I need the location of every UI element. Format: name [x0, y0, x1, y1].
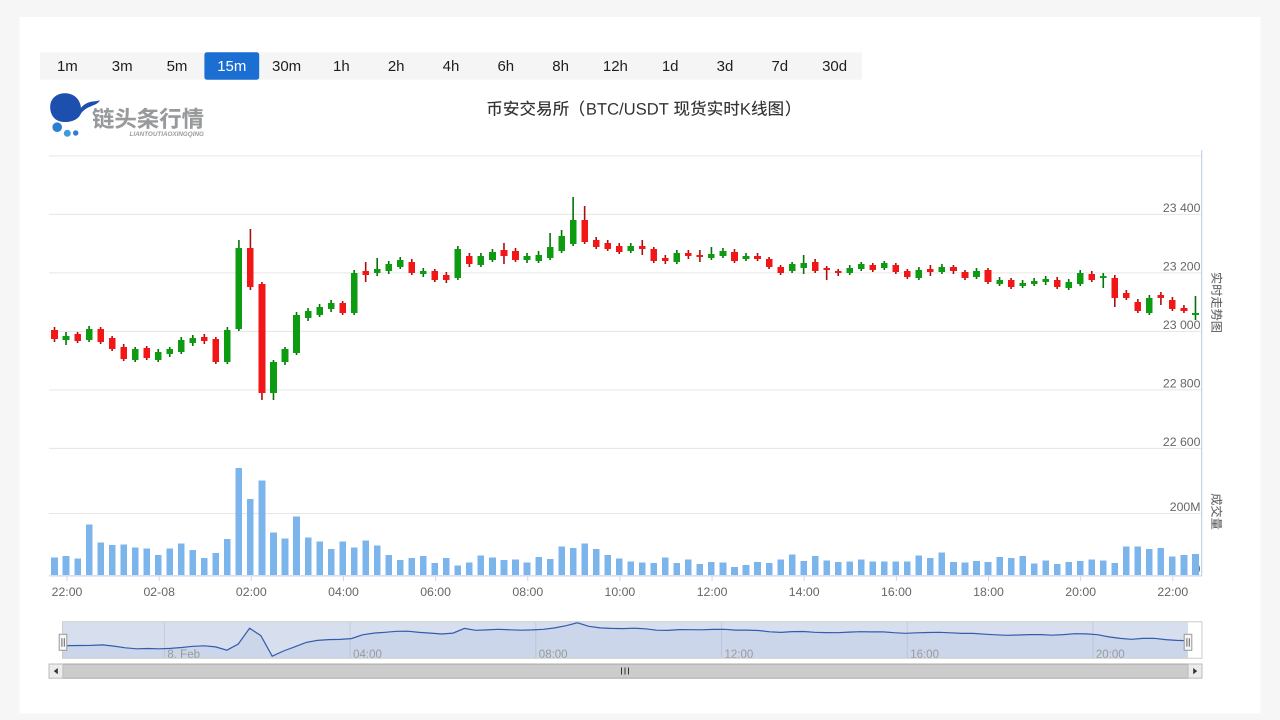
svg-text:22:00: 22:00	[1157, 585, 1188, 599]
svg-text:1m: 1m	[57, 58, 78, 75]
svg-text:22 600: 22 600	[1163, 435, 1201, 449]
svg-text:3m: 3m	[112, 58, 133, 75]
svg-text:3d: 3d	[717, 58, 734, 75]
svg-text:7d: 7d	[771, 58, 788, 75]
svg-text:8h: 8h	[552, 58, 569, 75]
svg-text:30m: 30m	[272, 58, 301, 75]
svg-text:08:00: 08:00	[539, 649, 568, 661]
svg-text:2h: 2h	[388, 58, 405, 75]
svg-text:5m: 5m	[167, 58, 188, 75]
svg-text:20:00: 20:00	[1096, 649, 1125, 661]
svg-text:15m: 15m	[217, 58, 246, 75]
svg-text:12:00: 12:00	[697, 585, 728, 599]
svg-text:04:00: 04:00	[353, 649, 382, 661]
svg-text:16:00: 16:00	[910, 649, 939, 661]
svg-text:8. Feb: 8. Feb	[167, 649, 200, 661]
svg-text:06:00: 06:00	[420, 585, 451, 599]
svg-text:6h: 6h	[497, 58, 514, 75]
svg-text:1d: 1d	[662, 58, 679, 75]
svg-text:22:00: 22:00	[52, 585, 83, 599]
svg-text:200M: 200M	[1170, 500, 1201, 514]
svg-text:1h: 1h	[333, 58, 350, 75]
svg-text:16:00: 16:00	[881, 585, 912, 599]
svg-text:4h: 4h	[443, 58, 460, 75]
svg-text:14:00: 14:00	[789, 585, 820, 599]
svg-text:08:00: 08:00	[512, 585, 543, 599]
svg-text:23 400: 23 400	[1163, 201, 1201, 215]
svg-text:12h: 12h	[603, 58, 628, 75]
svg-text:20:00: 20:00	[1065, 585, 1096, 599]
svg-text:18:00: 18:00	[973, 585, 1004, 599]
svg-text:12:00: 12:00	[725, 649, 754, 661]
svg-text:23 200: 23 200	[1163, 259, 1201, 273]
svg-text:04:00: 04:00	[328, 585, 359, 599]
svg-text:23 000: 23 000	[1163, 318, 1201, 332]
svg-text:02:00: 02:00	[236, 585, 267, 599]
svg-text:30d: 30d	[822, 58, 847, 75]
svg-text:22 800: 22 800	[1163, 376, 1201, 390]
svg-text:10:00: 10:00	[605, 585, 636, 599]
svg-text:02-08: 02-08	[143, 585, 175, 599]
svg-text:LIANTOUTIAOXINGQING: LIANTOUTIAOXINGQING	[130, 131, 204, 138]
